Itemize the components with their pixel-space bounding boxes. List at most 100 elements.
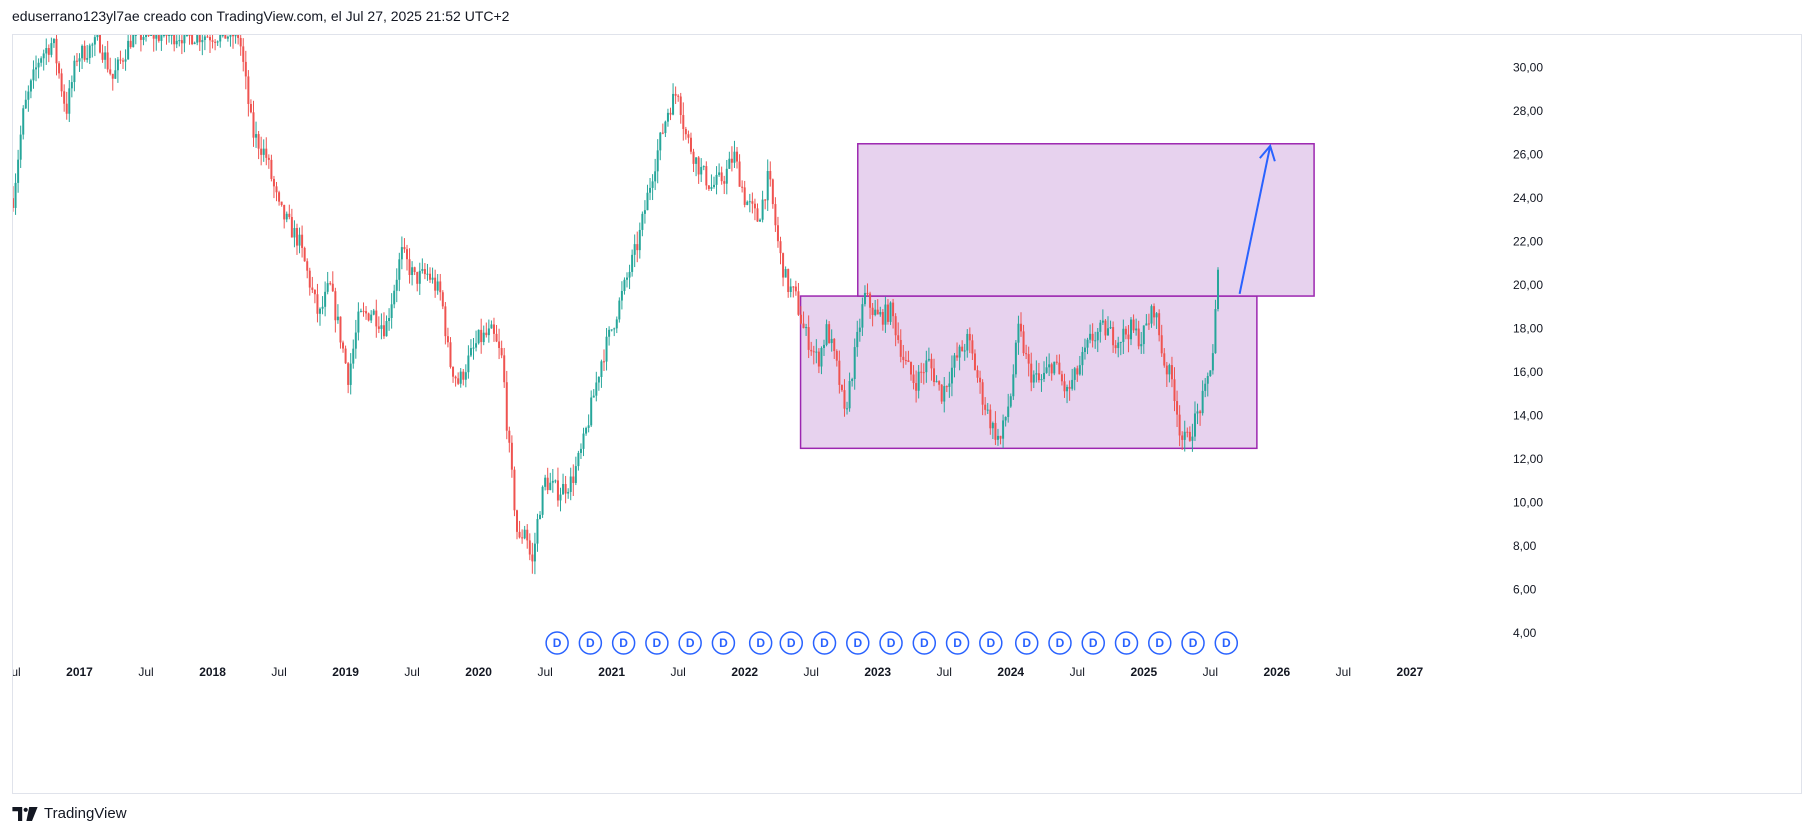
candle [1058,354,1061,375]
candle [175,35,178,49]
range-zone-2[interactable] [857,143,1315,297]
chart-panel[interactable]: D D D D D D D D D D D D D D D D D D D D D 4,00 6,00 8,00 10,00 1… [12,34,1802,794]
candle [96,35,99,41]
candle [677,94,680,102]
time-tick-label: 2022 [731,665,758,679]
candle [897,322,900,344]
candle [628,264,631,290]
candle [702,165,705,171]
candle [275,181,278,202]
price-chart[interactable]: D D D D D D D D D D D D D D D D D D D D D 4,00 6,00 8,00 10,00 1… [13,35,1803,795]
dividend-marker[interactable]: D [1214,631,1239,655]
dividend-marker[interactable]: D [912,631,937,655]
dividend-marker[interactable]: D [645,631,669,655]
dividend-marker[interactable]: D [846,631,870,655]
candle [270,154,273,182]
brand-name: TradingView [44,805,127,822]
candle [180,35,183,55]
candle [1048,353,1051,377]
candle [984,397,987,416]
candle [226,35,229,42]
candle [971,334,974,361]
candle [549,472,552,491]
candle [157,35,160,43]
candle [602,349,605,372]
candle [638,222,641,259]
candle [124,49,127,71]
candle [457,372,460,386]
candle [242,38,245,72]
candle [1081,346,1084,376]
candle [1117,336,1120,358]
candle [313,289,316,304]
candle [559,487,562,512]
candle [840,384,843,392]
candle [1186,427,1189,438]
candle [741,180,744,193]
dividend-marker[interactable]: D [1081,631,1105,655]
candle [257,130,260,160]
dividend-marker[interactable]: D [1014,631,1039,655]
candle [1155,311,1158,329]
price-tick-label: 30,00 [1513,61,1543,75]
candle [55,35,58,76]
candle [290,208,293,238]
candle [743,180,746,208]
dividend-marker[interactable]: D [1048,631,1072,655]
dividend-marker[interactable]: D [812,631,837,655]
candle [746,200,749,206]
candle [1173,367,1176,412]
dividend-marker[interactable]: D [748,631,773,655]
candle [188,35,191,45]
candle [183,35,186,53]
dividend-marker[interactable]: D [545,631,569,655]
candle [1168,363,1171,383]
dividend-marker[interactable]: D [1148,631,1172,655]
candle [1183,420,1186,452]
dividend-marker[interactable]: D [711,631,736,655]
dividend-marker[interactable]: D [779,631,804,655]
candle [930,353,933,381]
dividend-marker[interactable]: D [1181,631,1205,655]
candle [876,299,879,315]
candle [784,266,787,278]
candle [114,58,117,79]
candle [329,281,332,286]
dividend-marker[interactable]: D [945,631,970,655]
candle [1193,401,1196,441]
candle [874,300,877,317]
price-axis[interactable]: 4,00 6,00 8,00 10,00 12,00 14,00 16,00 18,00 20,… [1513,61,1543,641]
candle [1032,370,1035,389]
candle [991,421,994,439]
dividend-marker[interactable]: D [611,631,636,655]
candle [462,368,465,386]
candle [344,345,347,364]
dividend-marker[interactable]: D [578,631,603,655]
time-axis[interactable]: Jul 2017 Jul 2018 Jul 2019 Jul 2020 Jul 2021 Jul 20… [13,665,1424,679]
candle [1020,312,1023,337]
price-tick-label: 6,00 [1513,583,1537,597]
candle [1201,380,1204,416]
price-tick-label: 16,00 [1513,365,1543,379]
candle [815,339,818,364]
dividend-marker[interactable]: D [1114,631,1139,655]
arrow-shaft[interactable] [1238,145,1272,295]
candle [799,306,802,325]
candle [73,55,76,92]
candle [672,83,675,116]
dividend-marker[interactable]: D [979,631,1003,655]
candle [75,53,78,67]
time-tick-label: 2019 [332,665,359,679]
candle [1163,348,1166,368]
dividend-marker[interactable]: D [879,631,903,655]
time-tick-label: Jul [404,665,419,679]
dividend-marker[interactable]: D [678,631,702,655]
candle [521,529,524,544]
candle [1199,409,1202,426]
range-zones [799,143,1315,450]
candle [272,175,275,199]
candle [866,283,869,297]
candle [147,35,150,37]
candle [295,223,298,255]
candle [687,130,690,144]
